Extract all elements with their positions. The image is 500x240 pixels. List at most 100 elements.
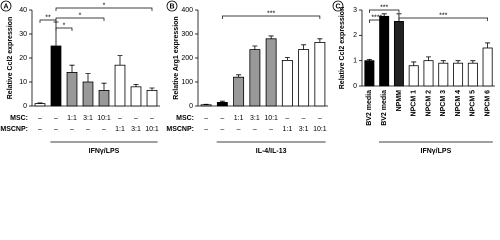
bar bbox=[66, 72, 78, 107]
error-bar bbox=[133, 84, 139, 87]
condition-value: – bbox=[86, 126, 90, 133]
condition-value: – bbox=[54, 126, 58, 133]
error-bar bbox=[317, 38, 323, 43]
condition-value: – bbox=[54, 115, 58, 122]
panel-label: C bbox=[335, 3, 340, 10]
y-tick-label: 200 bbox=[181, 55, 193, 62]
condition-value: – bbox=[204, 126, 208, 133]
significance-bracket bbox=[55, 27, 73, 31]
treatment-label: IFNγ/LPS bbox=[421, 148, 452, 155]
condition-value: – bbox=[253, 126, 257, 133]
panel-label: B bbox=[169, 3, 174, 10]
x-tick-label: NPMM bbox=[396, 90, 403, 112]
condition-value: 10:1 bbox=[313, 126, 327, 133]
bar bbox=[314, 42, 326, 107]
condition-value: – bbox=[302, 115, 306, 122]
y-tick-label: 0 bbox=[353, 83, 357, 90]
error-bar bbox=[485, 42, 491, 48]
y-tick-label: 3 bbox=[353, 7, 357, 14]
panel-badge bbox=[332, 0, 344, 12]
bar bbox=[82, 81, 94, 107]
y-tick-label: 0 bbox=[189, 103, 193, 110]
condition-label: MSC: bbox=[176, 115, 194, 122]
treatment-label: IL-4/IL-13 bbox=[256, 148, 287, 155]
bar bbox=[146, 90, 158, 107]
significance-label: * bbox=[79, 12, 82, 19]
error-bar bbox=[455, 60, 461, 64]
y-axis-label: Relative Ccl2 expression bbox=[339, 7, 346, 90]
bar bbox=[216, 102, 228, 107]
y-tick-label: 400 bbox=[181, 7, 193, 14]
significance-bracket bbox=[369, 19, 385, 23]
error-bar bbox=[37, 102, 43, 104]
y-tick-label: 30 bbox=[19, 31, 27, 38]
condition-value: – bbox=[269, 126, 273, 133]
bar bbox=[249, 49, 261, 107]
bar bbox=[98, 90, 110, 107]
panel-badge bbox=[166, 0, 178, 12]
error-bar bbox=[149, 87, 155, 91]
condition-value: 10:1 bbox=[145, 126, 159, 133]
condition-label: MSC: bbox=[10, 115, 28, 122]
significance-label: *** bbox=[380, 4, 388, 11]
condition-label: MSCNP: bbox=[166, 126, 194, 133]
condition-label: MSCNP: bbox=[0, 126, 28, 133]
bar bbox=[393, 20, 404, 87]
bar bbox=[233, 76, 245, 107]
y-tick-label: 20 bbox=[19, 55, 27, 62]
x-tick-label: NPCM 5 bbox=[470, 90, 477, 117]
bar bbox=[438, 62, 449, 87]
x-tick-label: NPCM 1 bbox=[411, 90, 418, 117]
significance-bracket bbox=[39, 19, 57, 23]
significance-label: *** bbox=[439, 12, 447, 19]
error-bar bbox=[381, 13, 387, 17]
error-bar bbox=[85, 73, 91, 82]
condition-value: – bbox=[38, 115, 42, 122]
y-tick-label: 1 bbox=[353, 58, 357, 65]
condition-value: 3:1 bbox=[250, 115, 260, 122]
condition-value: – bbox=[134, 115, 138, 122]
panel-label: A bbox=[3, 3, 8, 10]
condition-value: – bbox=[220, 115, 224, 122]
condition-value: – bbox=[38, 126, 42, 133]
y-axis-label: Relative Arg1 expression bbox=[173, 16, 180, 99]
significance-bracket bbox=[55, 7, 153, 11]
condition-value: 10:1 bbox=[264, 115, 278, 122]
significance-bracket bbox=[222, 15, 321, 19]
error-bar bbox=[252, 45, 258, 50]
significance-bracket bbox=[369, 9, 400, 13]
error-bar bbox=[366, 59, 372, 61]
significance-label: *** bbox=[267, 10, 275, 17]
error-bar bbox=[440, 60, 446, 64]
error-bar bbox=[426, 56, 431, 61]
y-tick-label: 300 bbox=[181, 31, 193, 38]
bar bbox=[408, 65, 419, 87]
bar bbox=[281, 60, 293, 107]
x-tick-label: NPCM 2 bbox=[425, 90, 432, 117]
condition-value: – bbox=[318, 115, 322, 122]
x-tick-label: NPCM 3 bbox=[440, 90, 447, 117]
condition-value: 1:1 bbox=[115, 126, 125, 133]
condition-value: 1:1 bbox=[67, 115, 77, 122]
condition-value: – bbox=[150, 115, 154, 122]
y-tick-label: 100 bbox=[181, 79, 193, 86]
significance-bracket bbox=[55, 17, 105, 21]
condition-value: 1:1 bbox=[234, 115, 244, 122]
error-bar bbox=[284, 57, 290, 61]
y-tick-label: 2 bbox=[353, 32, 357, 39]
x-tick-label: NPCM 6 bbox=[484, 90, 491, 117]
y-tick-label: 40 bbox=[19, 7, 27, 14]
condition-value: – bbox=[102, 126, 106, 133]
bar bbox=[379, 15, 390, 87]
error-bar bbox=[101, 82, 107, 91]
error-bar bbox=[301, 44, 307, 50]
condition-value: 10:1 bbox=[97, 115, 111, 122]
condition-value: – bbox=[237, 126, 241, 133]
bar bbox=[265, 38, 277, 107]
condition-value: – bbox=[70, 126, 74, 133]
significance-label: ** bbox=[45, 14, 51, 21]
significance-label: **** bbox=[371, 14, 382, 21]
bar bbox=[298, 49, 310, 107]
error-bar bbox=[219, 100, 225, 103]
bar bbox=[364, 60, 375, 87]
